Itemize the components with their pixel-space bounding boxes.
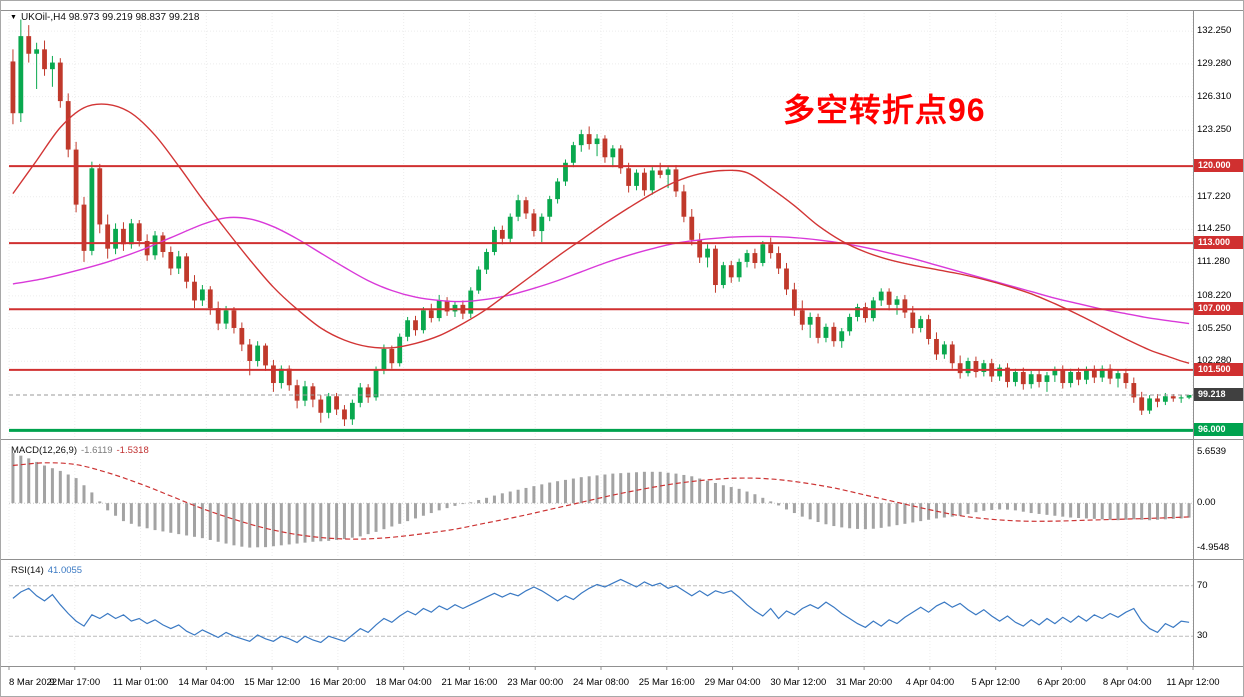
main-y-tick-label: 126.310 xyxy=(1197,90,1232,102)
symbol-ohlc-label: UKOil-,H4 98.973 99.219 98.837 99.218 xyxy=(20,12,200,23)
time-axis-label: 5 Apr 12:00 xyxy=(971,677,1020,688)
symbol-dropdown-icon[interactable]: ▼ xyxy=(10,14,17,21)
rsi-name: RSI(14) xyxy=(11,565,44,576)
main-y-tick-label: 111.280 xyxy=(1197,256,1230,268)
time-axis-label: 18 Mar 04:00 xyxy=(375,677,432,688)
rsi-value: 41.0055 xyxy=(47,565,83,576)
macd-indicator-label: MACD(12,26,9) -1.6119 -1.5318 xyxy=(11,445,149,456)
main-y-tick-label: 132.250 xyxy=(1197,25,1232,37)
time-axis-label: 14 Mar 04:00 xyxy=(178,677,235,688)
time-axis-label: 8 Apr 04:00 xyxy=(1102,677,1152,688)
time-axis-label: 9 Mar 17:00 xyxy=(49,677,101,688)
macd-panel[interactable] xyxy=(1,441,1193,558)
macd-y-tick-label: 5.6539 xyxy=(1197,446,1227,458)
time-axis-label: 31 Mar 20:00 xyxy=(836,677,893,688)
current-price-badge: 99.218 xyxy=(1194,387,1243,401)
rsi-level-label: 70 xyxy=(1197,579,1208,591)
time-axis-label: 11 Mar 01:00 xyxy=(112,677,169,688)
main-y-tick-label: 108.220 xyxy=(1197,289,1232,301)
annotation-text: 多空转折点96 xyxy=(783,92,986,128)
macd-name: MACD(12,26,9) xyxy=(11,445,77,456)
time-axis-label: 21 Mar 16:00 xyxy=(441,677,498,688)
main-y-tick-label: 129.280 xyxy=(1197,57,1232,69)
time-axis-label: 16 Mar 20:00 xyxy=(309,677,366,688)
main-y-tick-label: 117.220 xyxy=(1197,190,1231,202)
rsi-level-label: 30 xyxy=(1197,630,1208,642)
main-y-tick-label: 123.250 xyxy=(1197,124,1232,136)
time-axis-label: 4 Apr 04:00 xyxy=(905,677,955,688)
hline-price-badge: 107.000 xyxy=(1194,302,1243,316)
main-y-tick-label: 105.250 xyxy=(1197,322,1232,334)
symbol-header: ▼ UKOil-,H4 98.973 99.219 98.837 99.218 xyxy=(10,12,199,23)
time-axis-label: 25 Mar 16:00 xyxy=(638,677,695,688)
rsi-panel[interactable] xyxy=(1,561,1193,665)
time-axis-label: 15 Mar 12:00 xyxy=(244,677,301,688)
macd-y-tick-label: -4.9548 xyxy=(1197,541,1230,553)
macd-y-tick-label: 0.00 xyxy=(1197,497,1216,509)
hline-price-badge: 113.000 xyxy=(1194,236,1243,250)
time-axis-label: 6 Apr 20:00 xyxy=(1037,677,1086,688)
time-axis-label: 24 Mar 08:00 xyxy=(573,677,629,688)
macd-value-signal: -1.5318 xyxy=(116,445,149,456)
time-axis-label: 8 Mar 2022 xyxy=(9,677,58,688)
time-axis-label: 29 Mar 04:00 xyxy=(704,677,761,688)
main-y-tick-label: 114.250 xyxy=(1197,223,1231,235)
time-axis-label: 30 Mar 12:00 xyxy=(770,677,827,688)
time-axis-label: 23 Mar 00:00 xyxy=(507,677,564,688)
hline-price-badge: 120.000 xyxy=(1194,159,1243,173)
support-price-badge: 96.000 xyxy=(1194,423,1243,437)
rsi-indicator-label: RSI(14) 41.0055 xyxy=(11,565,82,576)
price-axis[interactable] xyxy=(1193,11,1243,666)
macd-value-main: -1.6119 xyxy=(81,445,113,456)
time-axis-label: 11 Apr 12:00 xyxy=(1166,677,1220,688)
hline-price-badge: 101.500 xyxy=(1194,362,1243,376)
main-chart-panel[interactable] xyxy=(1,11,1193,438)
main-y-tick-label: 102.280 xyxy=(1197,355,1232,367)
